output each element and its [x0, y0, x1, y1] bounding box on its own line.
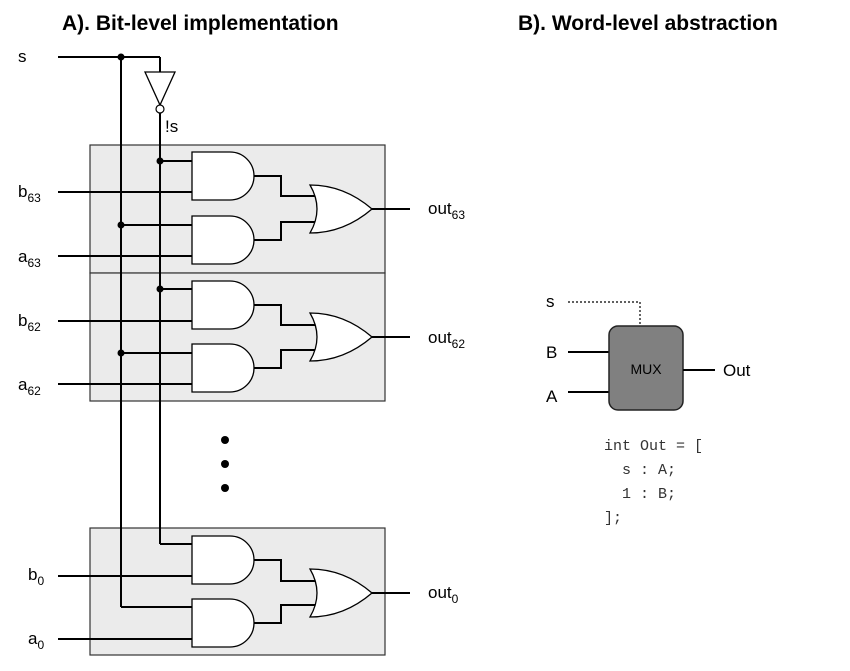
ellipsis-dots	[221, 436, 229, 492]
and-gate	[191, 215, 255, 265]
mux-select-label: s	[546, 292, 555, 311]
mux-input-a-label: A	[546, 387, 558, 406]
mux-input-b-label: B	[546, 343, 557, 362]
input-b0-label: b0	[28, 565, 44, 588]
inverter-gate	[143, 71, 177, 107]
code-line: s : A;	[604, 462, 676, 479]
panel-a-title: A). Bit-level implementation	[62, 12, 339, 35]
input-a62-label: a62	[18, 375, 41, 398]
inverter-bubble	[155, 104, 165, 114]
word-level-mux: s MUX B A Out	[546, 292, 751, 411]
and-gate	[191, 535, 255, 585]
mux-bit-63: b63 a63 out63	[18, 151, 465, 270]
select-label: s	[18, 47, 27, 66]
junction-dot	[156, 285, 164, 293]
output-0-label: out0	[428, 583, 459, 606]
and-gate	[191, 280, 255, 330]
mux-select-wire	[568, 301, 641, 326]
junction-dot	[117, 53, 125, 61]
input-a0-label: a0	[28, 629, 44, 652]
hcl-code-block: int Out = [ s : A; 1 : B; ];	[604, 438, 703, 527]
input-b62-label: b62	[18, 311, 41, 334]
code-line: ];	[604, 510, 622, 527]
input-a63-label: a63	[18, 247, 41, 270]
mux-bit-0: b0 a0 out0	[28, 535, 459, 652]
junction-dot	[117, 349, 125, 357]
mux-box	[608, 325, 684, 411]
output-63-label: out63	[428, 199, 465, 222]
junction-dot	[117, 221, 125, 229]
inverted-select-label: !s	[165, 117, 178, 136]
input-b63-label: b63	[18, 182, 41, 205]
and-gate	[191, 598, 255, 648]
code-line: int Out = [	[604, 438, 703, 455]
and-gate	[191, 343, 255, 393]
code-line: 1 : B;	[604, 486, 676, 503]
mux-label: MUX	[630, 361, 662, 377]
output-62-label: out62	[428, 328, 465, 351]
panel-b-title: B). Word-level abstraction	[518, 12, 778, 35]
mux-bit-62: b62 a62 out62	[18, 280, 465, 398]
and-gate	[191, 151, 255, 201]
mux-output-label: Out	[723, 361, 751, 380]
junction-dot	[156, 157, 164, 165]
